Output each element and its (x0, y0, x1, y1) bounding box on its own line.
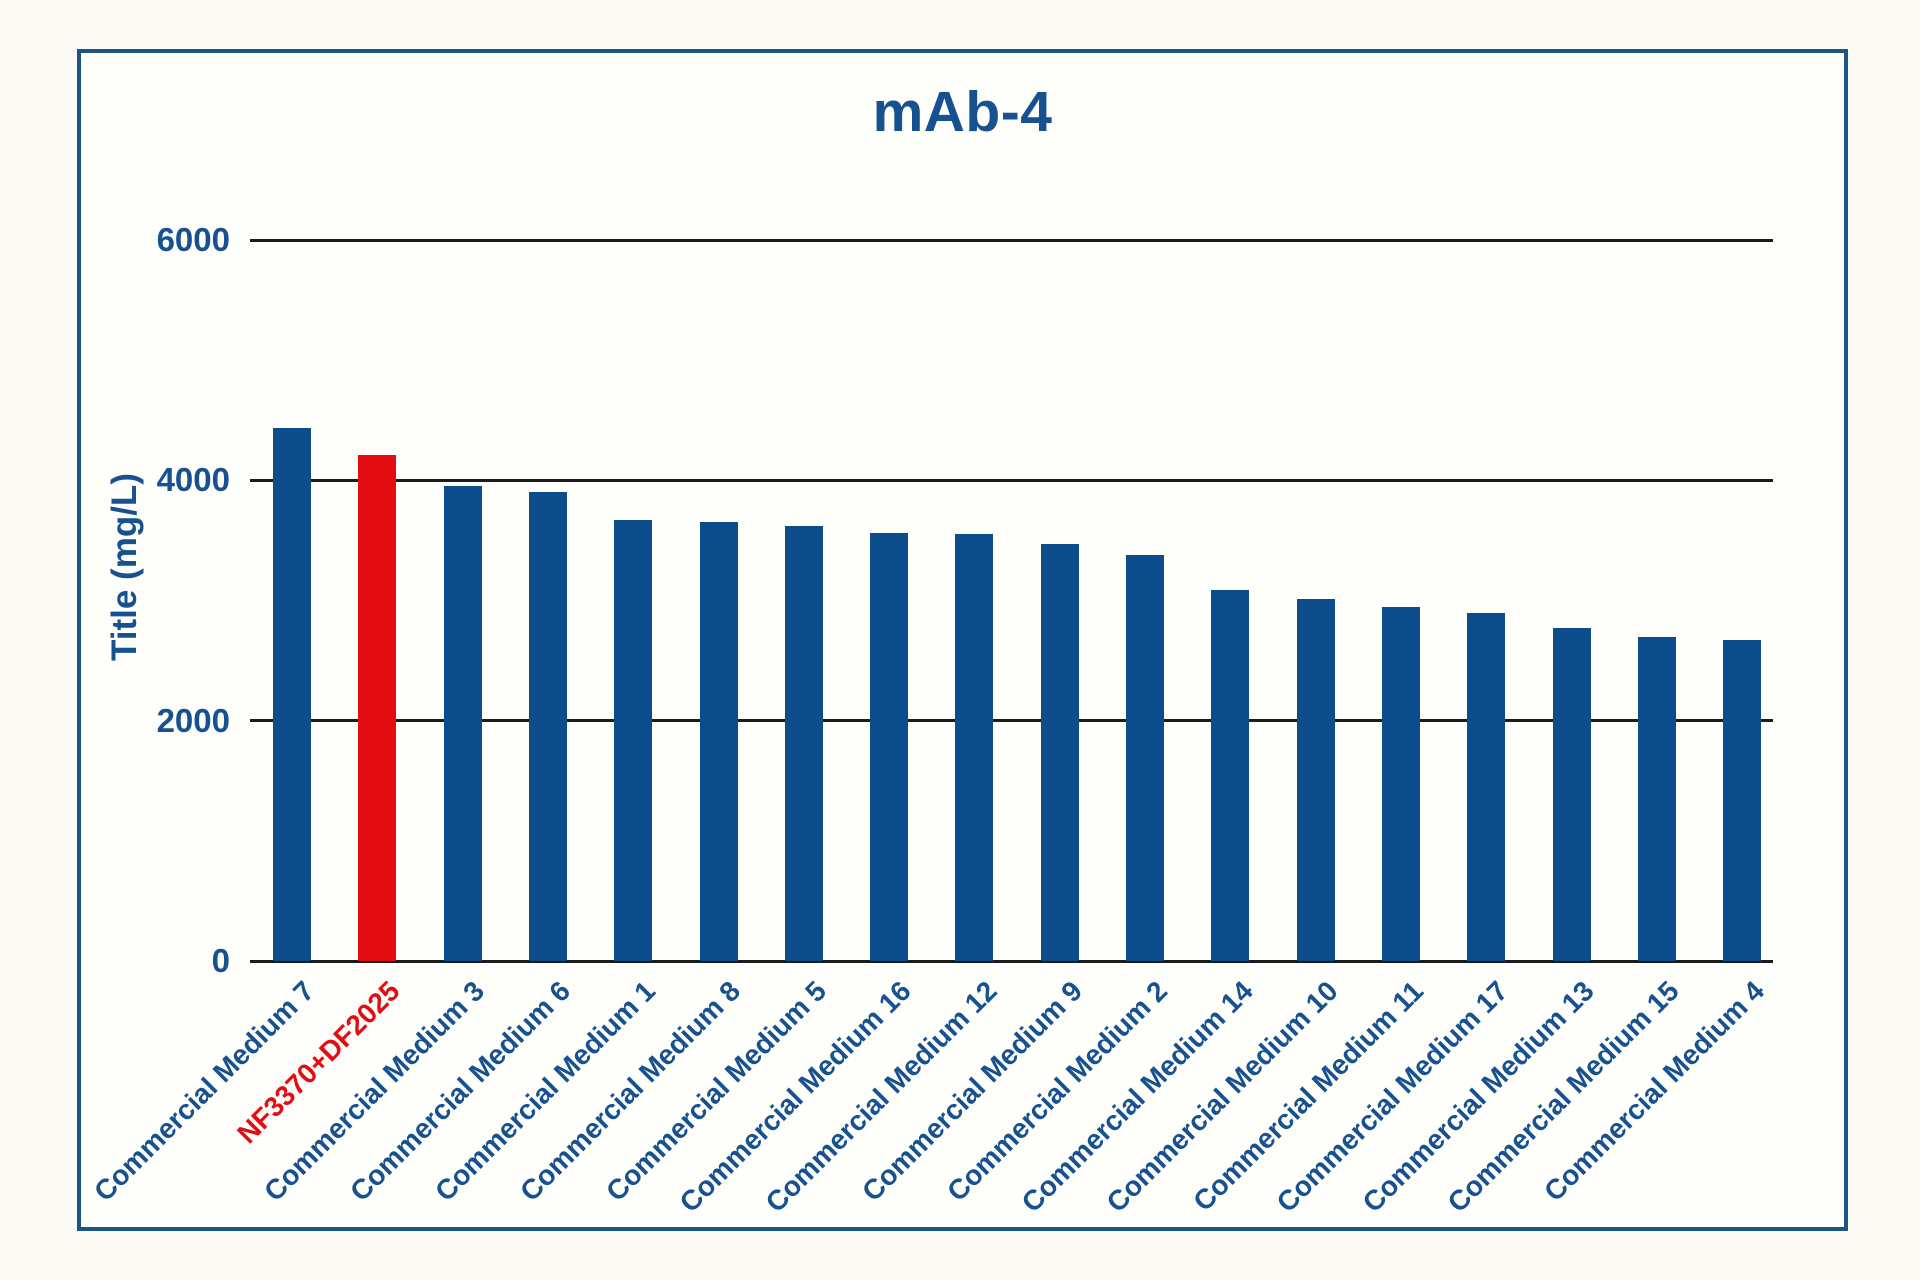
y-tick-label: 4000 (156, 461, 230, 499)
gridline-2000 (250, 719, 1773, 723)
x-axis-category-labels: Commercial Medium 7 NF3370+DF2025 Commerci… (88, 961, 1773, 1280)
gridline-0 (250, 959, 1773, 963)
plot-area: Commercial Medium 7 NF3370+DF2025 Commerci… (88, 180, 1773, 1218)
bar (358, 455, 397, 961)
bar (1637, 636, 1676, 961)
bar (614, 520, 653, 961)
bar (1467, 612, 1506, 961)
bar (699, 522, 738, 961)
bar (443, 486, 482, 961)
y-tick-label: 6000 (156, 221, 230, 259)
bar (870, 533, 909, 961)
gridline-6000 (250, 238, 1773, 242)
bar (273, 427, 311, 961)
bar (955, 534, 994, 961)
bar (528, 492, 567, 961)
chart-frame: mAb-4 Title (mg/L) Commercial Medium 7 NF… (77, 49, 1848, 1231)
y-tick-label: 2000 (156, 701, 230, 739)
bar (1552, 628, 1591, 961)
y-tick-label: 0 (211, 942, 230, 979)
bar (1126, 554, 1164, 961)
bar (1040, 544, 1079, 961)
gridline-4000 (250, 478, 1773, 482)
bar (1381, 606, 1420, 961)
bar (1296, 599, 1335, 961)
bar (784, 526, 823, 961)
bar (1723, 640, 1762, 961)
chart-title: mAb-4 (872, 80, 1053, 144)
bar (1211, 589, 1250, 961)
